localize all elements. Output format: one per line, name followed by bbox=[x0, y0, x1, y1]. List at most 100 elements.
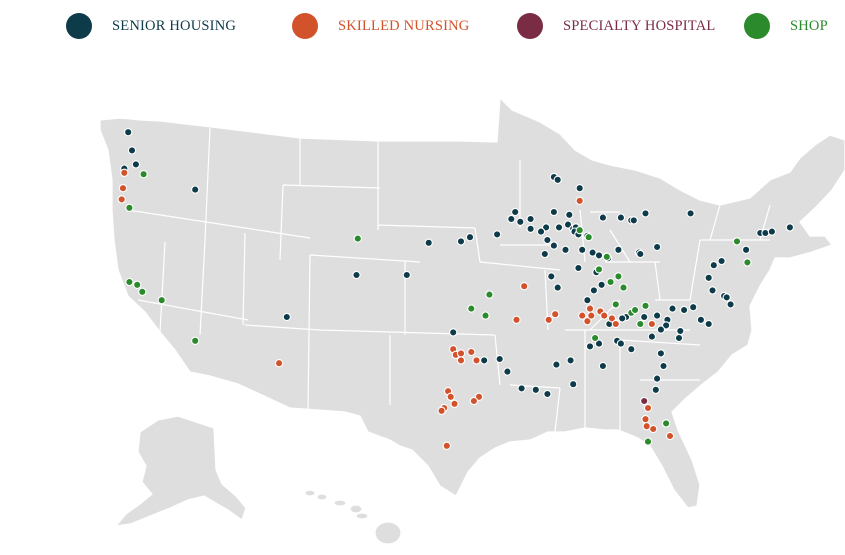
skilled-nursing-location-marker[interactable] bbox=[467, 347, 476, 357]
skilled-nursing-location-marker[interactable] bbox=[587, 311, 596, 320]
senior-housing-location-marker[interactable] bbox=[424, 238, 433, 247]
senior-housing-location-marker[interactable] bbox=[689, 303, 698, 312]
senior-housing-location-marker[interactable] bbox=[569, 380, 578, 389]
legend-item-senior-housing[interactable]: SENIOR HOUSING bbox=[66, 13, 236, 39]
senior-housing-location-marker[interactable] bbox=[565, 210, 574, 219]
senior-housing-location-marker[interactable] bbox=[722, 293, 731, 302]
legend-item-skilled-nursing[interactable]: SKILLED NURSING bbox=[292, 13, 469, 39]
shop-location-marker[interactable] bbox=[602, 252, 611, 261]
senior-housing-location-marker[interactable] bbox=[668, 304, 677, 313]
skilled-nursing-location-marker[interactable] bbox=[607, 314, 617, 323]
skilled-nursing-location-marker[interactable] bbox=[643, 403, 653, 413]
shop-location-marker[interactable] bbox=[661, 419, 671, 428]
skilled-nursing-location-marker[interactable] bbox=[520, 282, 529, 291]
senior-housing-location-marker[interactable] bbox=[641, 209, 650, 218]
senior-housing-location-marker[interactable] bbox=[629, 216, 638, 225]
skilled-nursing-location-marker[interactable] bbox=[578, 311, 587, 320]
shop-location-marker[interactable] bbox=[138, 287, 147, 296]
skilled-nursing-location-marker[interactable] bbox=[649, 424, 658, 434]
senior-housing-location-marker[interactable] bbox=[352, 270, 361, 280]
senior-housing-location-marker[interactable] bbox=[124, 128, 133, 137]
senior-housing-location-marker[interactable] bbox=[589, 286, 599, 295]
senior-housing-location-marker[interactable] bbox=[583, 296, 592, 305]
senior-housing-location-marker[interactable] bbox=[495, 354, 504, 364]
legend-item-shop[interactable]: SHOP bbox=[744, 13, 828, 39]
shop-location-marker[interactable] bbox=[125, 277, 134, 287]
senior-housing-location-marker[interactable] bbox=[480, 356, 489, 365]
senior-housing-location-marker[interactable] bbox=[717, 256, 726, 266]
senior-housing-location-marker[interactable] bbox=[465, 233, 475, 242]
senior-housing-location-marker[interactable] bbox=[507, 214, 516, 224]
shop-location-marker[interactable] bbox=[133, 280, 142, 289]
skilled-nursing-location-marker[interactable] bbox=[118, 184, 128, 193]
skilled-nursing-location-marker[interactable] bbox=[641, 415, 650, 424]
senior-housing-location-marker[interactable] bbox=[594, 251, 604, 260]
shop-location-marker[interactable] bbox=[641, 301, 650, 310]
skilled-nursing-location-marker[interactable] bbox=[442, 441, 451, 450]
skilled-nursing-location-marker[interactable] bbox=[575, 196, 584, 205]
senior-housing-location-marker[interactable] bbox=[661, 321, 671, 330]
senior-housing-location-marker[interactable] bbox=[127, 146, 137, 155]
senior-housing-location-marker[interactable] bbox=[517, 384, 526, 393]
shop-location-marker[interactable] bbox=[481, 311, 490, 320]
senior-housing-location-marker[interactable] bbox=[652, 311, 662, 320]
senior-housing-location-marker[interactable] bbox=[674, 333, 684, 343]
senior-housing-location-marker[interactable] bbox=[708, 286, 717, 295]
shop-location-marker[interactable] bbox=[467, 304, 476, 313]
shop-location-marker[interactable] bbox=[743, 258, 752, 267]
senior-housing-location-marker[interactable] bbox=[526, 214, 535, 224]
senior-housing-location-marker[interactable] bbox=[543, 389, 552, 399]
shop-location-marker[interactable] bbox=[732, 237, 742, 246]
senior-housing-location-marker[interactable] bbox=[696, 315, 706, 324]
senior-housing-location-marker[interactable] bbox=[636, 249, 645, 259]
skilled-nursing-location-marker[interactable] bbox=[274, 359, 284, 368]
senior-housing-location-marker[interactable] bbox=[652, 242, 662, 252]
senior-housing-location-marker[interactable] bbox=[503, 367, 512, 376]
senior-housing-location-marker[interactable] bbox=[704, 319, 713, 329]
senior-housing-location-marker[interactable] bbox=[566, 356, 575, 365]
senior-housing-location-marker[interactable] bbox=[449, 328, 458, 337]
specialty-hospital-location-marker[interactable] bbox=[640, 396, 649, 406]
shop-location-marker[interactable] bbox=[619, 283, 628, 292]
senior-housing-location-marker[interactable] bbox=[659, 361, 668, 371]
senior-housing-location-marker[interactable] bbox=[679, 305, 689, 315]
senior-housing-location-marker[interactable] bbox=[614, 245, 623, 254]
skilled-nursing-location-marker[interactable] bbox=[600, 311, 609, 320]
shop-location-marker[interactable] bbox=[353, 234, 362, 243]
senior-housing-location-marker[interactable] bbox=[598, 361, 608, 371]
senior-housing-location-marker[interactable] bbox=[640, 312, 649, 322]
senior-housing-location-marker[interactable] bbox=[563, 220, 573, 229]
senior-housing-location-marker[interactable] bbox=[540, 249, 549, 259]
skilled-nursing-location-marker[interactable] bbox=[512, 315, 521, 324]
shop-location-marker[interactable] bbox=[606, 277, 615, 287]
senior-housing-location-marker[interactable] bbox=[549, 207, 559, 217]
senior-housing-location-marker[interactable] bbox=[575, 184, 584, 193]
senior-housing-location-marker[interactable] bbox=[574, 263, 583, 273]
skilled-nursing-location-marker[interactable] bbox=[450, 399, 459, 408]
senior-housing-location-marker[interactable] bbox=[511, 207, 520, 217]
shop-location-marker[interactable] bbox=[485, 290, 494, 299]
shop-location-marker[interactable] bbox=[614, 272, 623, 281]
senior-housing-location-marker[interactable] bbox=[549, 241, 559, 250]
senior-housing-location-marker[interactable] bbox=[618, 314, 627, 323]
skilled-nursing-location-marker[interactable] bbox=[456, 356, 466, 365]
senior-housing-location-marker[interactable] bbox=[676, 326, 685, 336]
skilled-nursing-location-marker[interactable] bbox=[544, 315, 553, 324]
senior-housing-location-marker[interactable] bbox=[553, 175, 562, 184]
skilled-nursing-location-marker[interactable] bbox=[117, 195, 126, 204]
senior-housing-location-marker[interactable] bbox=[552, 360, 561, 369]
skilled-nursing-location-marker[interactable] bbox=[585, 304, 595, 313]
senior-housing-location-marker[interactable] bbox=[597, 280, 606, 289]
senior-housing-location-marker[interactable] bbox=[616, 339, 626, 348]
skilled-nursing-location-marker[interactable] bbox=[469, 396, 479, 406]
senior-housing-location-marker[interactable] bbox=[741, 245, 751, 254]
senior-housing-location-marker[interactable] bbox=[686, 209, 695, 218]
shop-location-marker[interactable] bbox=[584, 233, 593, 242]
skilled-nursing-location-marker[interactable] bbox=[583, 317, 592, 326]
senior-housing-location-marker[interactable] bbox=[578, 245, 587, 254]
senior-housing-location-marker[interactable] bbox=[726, 300, 735, 309]
senior-housing-location-marker[interactable] bbox=[516, 217, 525, 226]
senior-housing-location-marker[interactable] bbox=[536, 227, 546, 236]
senior-housing-location-marker[interactable] bbox=[554, 223, 564, 232]
senior-housing-location-marker[interactable] bbox=[492, 230, 502, 239]
